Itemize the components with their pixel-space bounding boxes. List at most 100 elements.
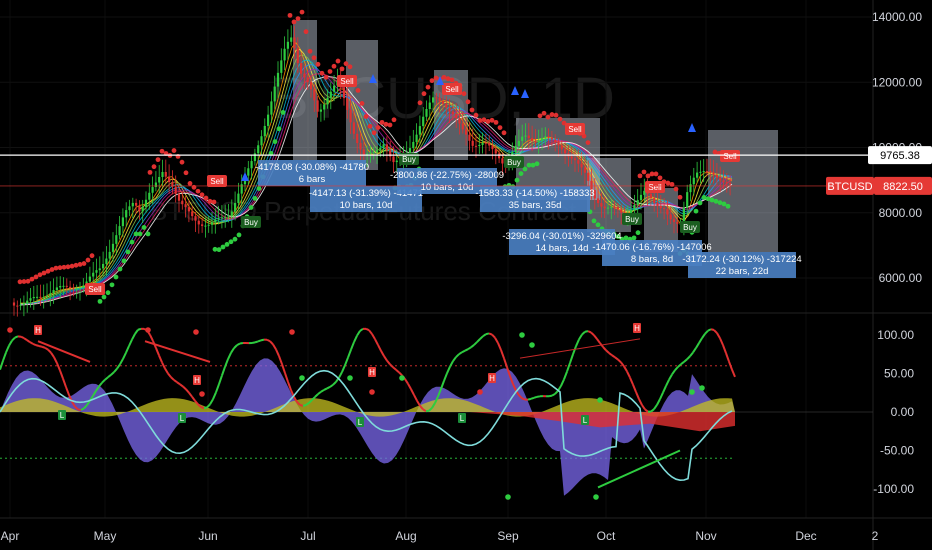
buy-signal-bg — [399, 153, 419, 165]
oscillator-dot — [399, 375, 405, 381]
sell-signal-text: Sell — [568, 125, 582, 134]
stochastic-segment — [419, 405, 424, 411]
level-price-badge[interactable]: 9765.38 — [868, 146, 932, 165]
trailing-stop-dot — [252, 195, 258, 201]
candle-body — [550, 137, 553, 140]
sell-signal-bg — [645, 181, 665, 193]
stochastic-segment — [638, 398, 643, 406]
candle-body — [686, 192, 689, 208]
stochastic-segment — [347, 349, 352, 358]
stochastic-segment — [605, 349, 610, 354]
measure-label-line2: 8 bars, 8d — [631, 254, 673, 265]
candle-body — [356, 133, 359, 143]
oscillator-red-area — [470, 412, 735, 432]
stochastic-segment — [440, 380, 445, 390]
oscillator-signal-text: H — [369, 368, 375, 377]
candle-body — [412, 141, 415, 149]
stochastic-segment — [44, 346, 49, 351]
stochastic-segment — [611, 354, 616, 359]
stochastic-segment — [278, 355, 283, 365]
candle-body — [52, 290, 55, 294]
candle-body — [286, 41, 289, 49]
trailing-stop-dot — [228, 239, 234, 245]
trailing-stop-dot — [216, 247, 222, 253]
stochastic-segment — [479, 335, 484, 340]
symbol-price-badge[interactable]: BTCUSD 8822.50 — [826, 176, 932, 195]
stochastic-segment — [29, 341, 34, 345]
candle-body — [131, 202, 134, 207]
oscillator-purple-area — [0, 358, 735, 496]
trailing-stop-dot — [725, 203, 731, 209]
oscillator-signal-bg — [488, 373, 496, 383]
oscillator-signal-text: H — [194, 376, 200, 385]
candle-body — [296, 48, 299, 64]
candle-body — [144, 199, 148, 207]
stochastic-segment — [629, 377, 634, 386]
candle-body — [72, 288, 75, 290]
price-axis-label: 12000.00 — [872, 75, 922, 89]
candle-body — [309, 82, 313, 90]
stochastic-segment — [530, 396, 535, 400]
stochastic-segment — [467, 346, 472, 351]
trailing-stop-dot — [45, 268, 51, 274]
candle-body — [306, 77, 309, 83]
stochastic-segment — [518, 394, 523, 400]
candle-body — [649, 193, 652, 199]
stochastic-segment — [620, 361, 625, 367]
candle-body — [610, 206, 613, 208]
candle-body — [659, 205, 662, 209]
oscillator-axis[interactable]: 100.00 50.00 0.00 -50.00 -100.00 — [873, 328, 914, 496]
candle-body — [22, 303, 25, 305]
buy-signal: Buy — [622, 213, 642, 225]
stochastic-segment — [623, 365, 628, 372]
stochastic-segment — [56, 362, 61, 371]
stochastic-segment — [719, 337, 724, 346]
trailing-stop-dot — [709, 197, 715, 203]
stochastic-segment — [410, 388, 415, 396]
oscillator-pane[interactable]: H H H H H L L L L L — [0, 323, 873, 500]
trailing-stop-dot — [49, 267, 55, 272]
candle-body — [603, 206, 606, 209]
oscillator-signal: L — [58, 410, 66, 420]
stochastic-segment — [341, 364, 346, 373]
time-axis-label: 2 — [872, 529, 879, 543]
candle-body — [118, 226, 121, 236]
trailing-stop-dot — [291, 19, 297, 25]
stochastic-segment — [128, 339, 133, 347]
candle-body — [544, 136, 547, 139]
candle-body — [428, 102, 431, 110]
trailing-stop-dot — [85, 257, 91, 263]
candle-body — [250, 161, 253, 169]
candle-body — [666, 209, 669, 215]
trailing-stop-dot — [391, 117, 397, 123]
stochastic-segment — [320, 389, 325, 393]
sell-signal-text: Sell — [88, 285, 102, 294]
stochastic-segment — [389, 363, 394, 368]
stochastic-segment — [578, 333, 583, 340]
candle-body — [715, 174, 718, 178]
time-axis[interactable]: Apr May Jun Jul Aug Sep Oct Nov Dec 2 — [1, 529, 879, 543]
stochastic-segment — [317, 390, 322, 395]
stochastic-segment — [554, 390, 559, 395]
stochastic-segment — [167, 372, 172, 378]
trailing-stop-dot — [441, 74, 447, 80]
time-axis-label: Jun — [198, 529, 217, 543]
candle-body — [597, 198, 600, 204]
candle-body — [593, 190, 596, 199]
price-pane[interactable]: Sell Sell Sell Sell Sell Sell Sell Buy Buy Buy Buy… — [12, 9, 740, 317]
candle-body — [491, 145, 494, 150]
candle-body — [204, 225, 207, 227]
candle-body — [263, 125, 266, 137]
candle-body — [102, 263, 105, 269]
oscillator-axis-label: -100.00 — [873, 482, 914, 496]
trailing-stop-dot — [469, 107, 475, 113]
trailing-stop-dot — [101, 294, 107, 300]
candle-body — [55, 287, 58, 291]
stochastic-segment — [119, 358, 124, 365]
candle-body — [78, 287, 82, 290]
stochastic-segment — [2, 352, 7, 362]
